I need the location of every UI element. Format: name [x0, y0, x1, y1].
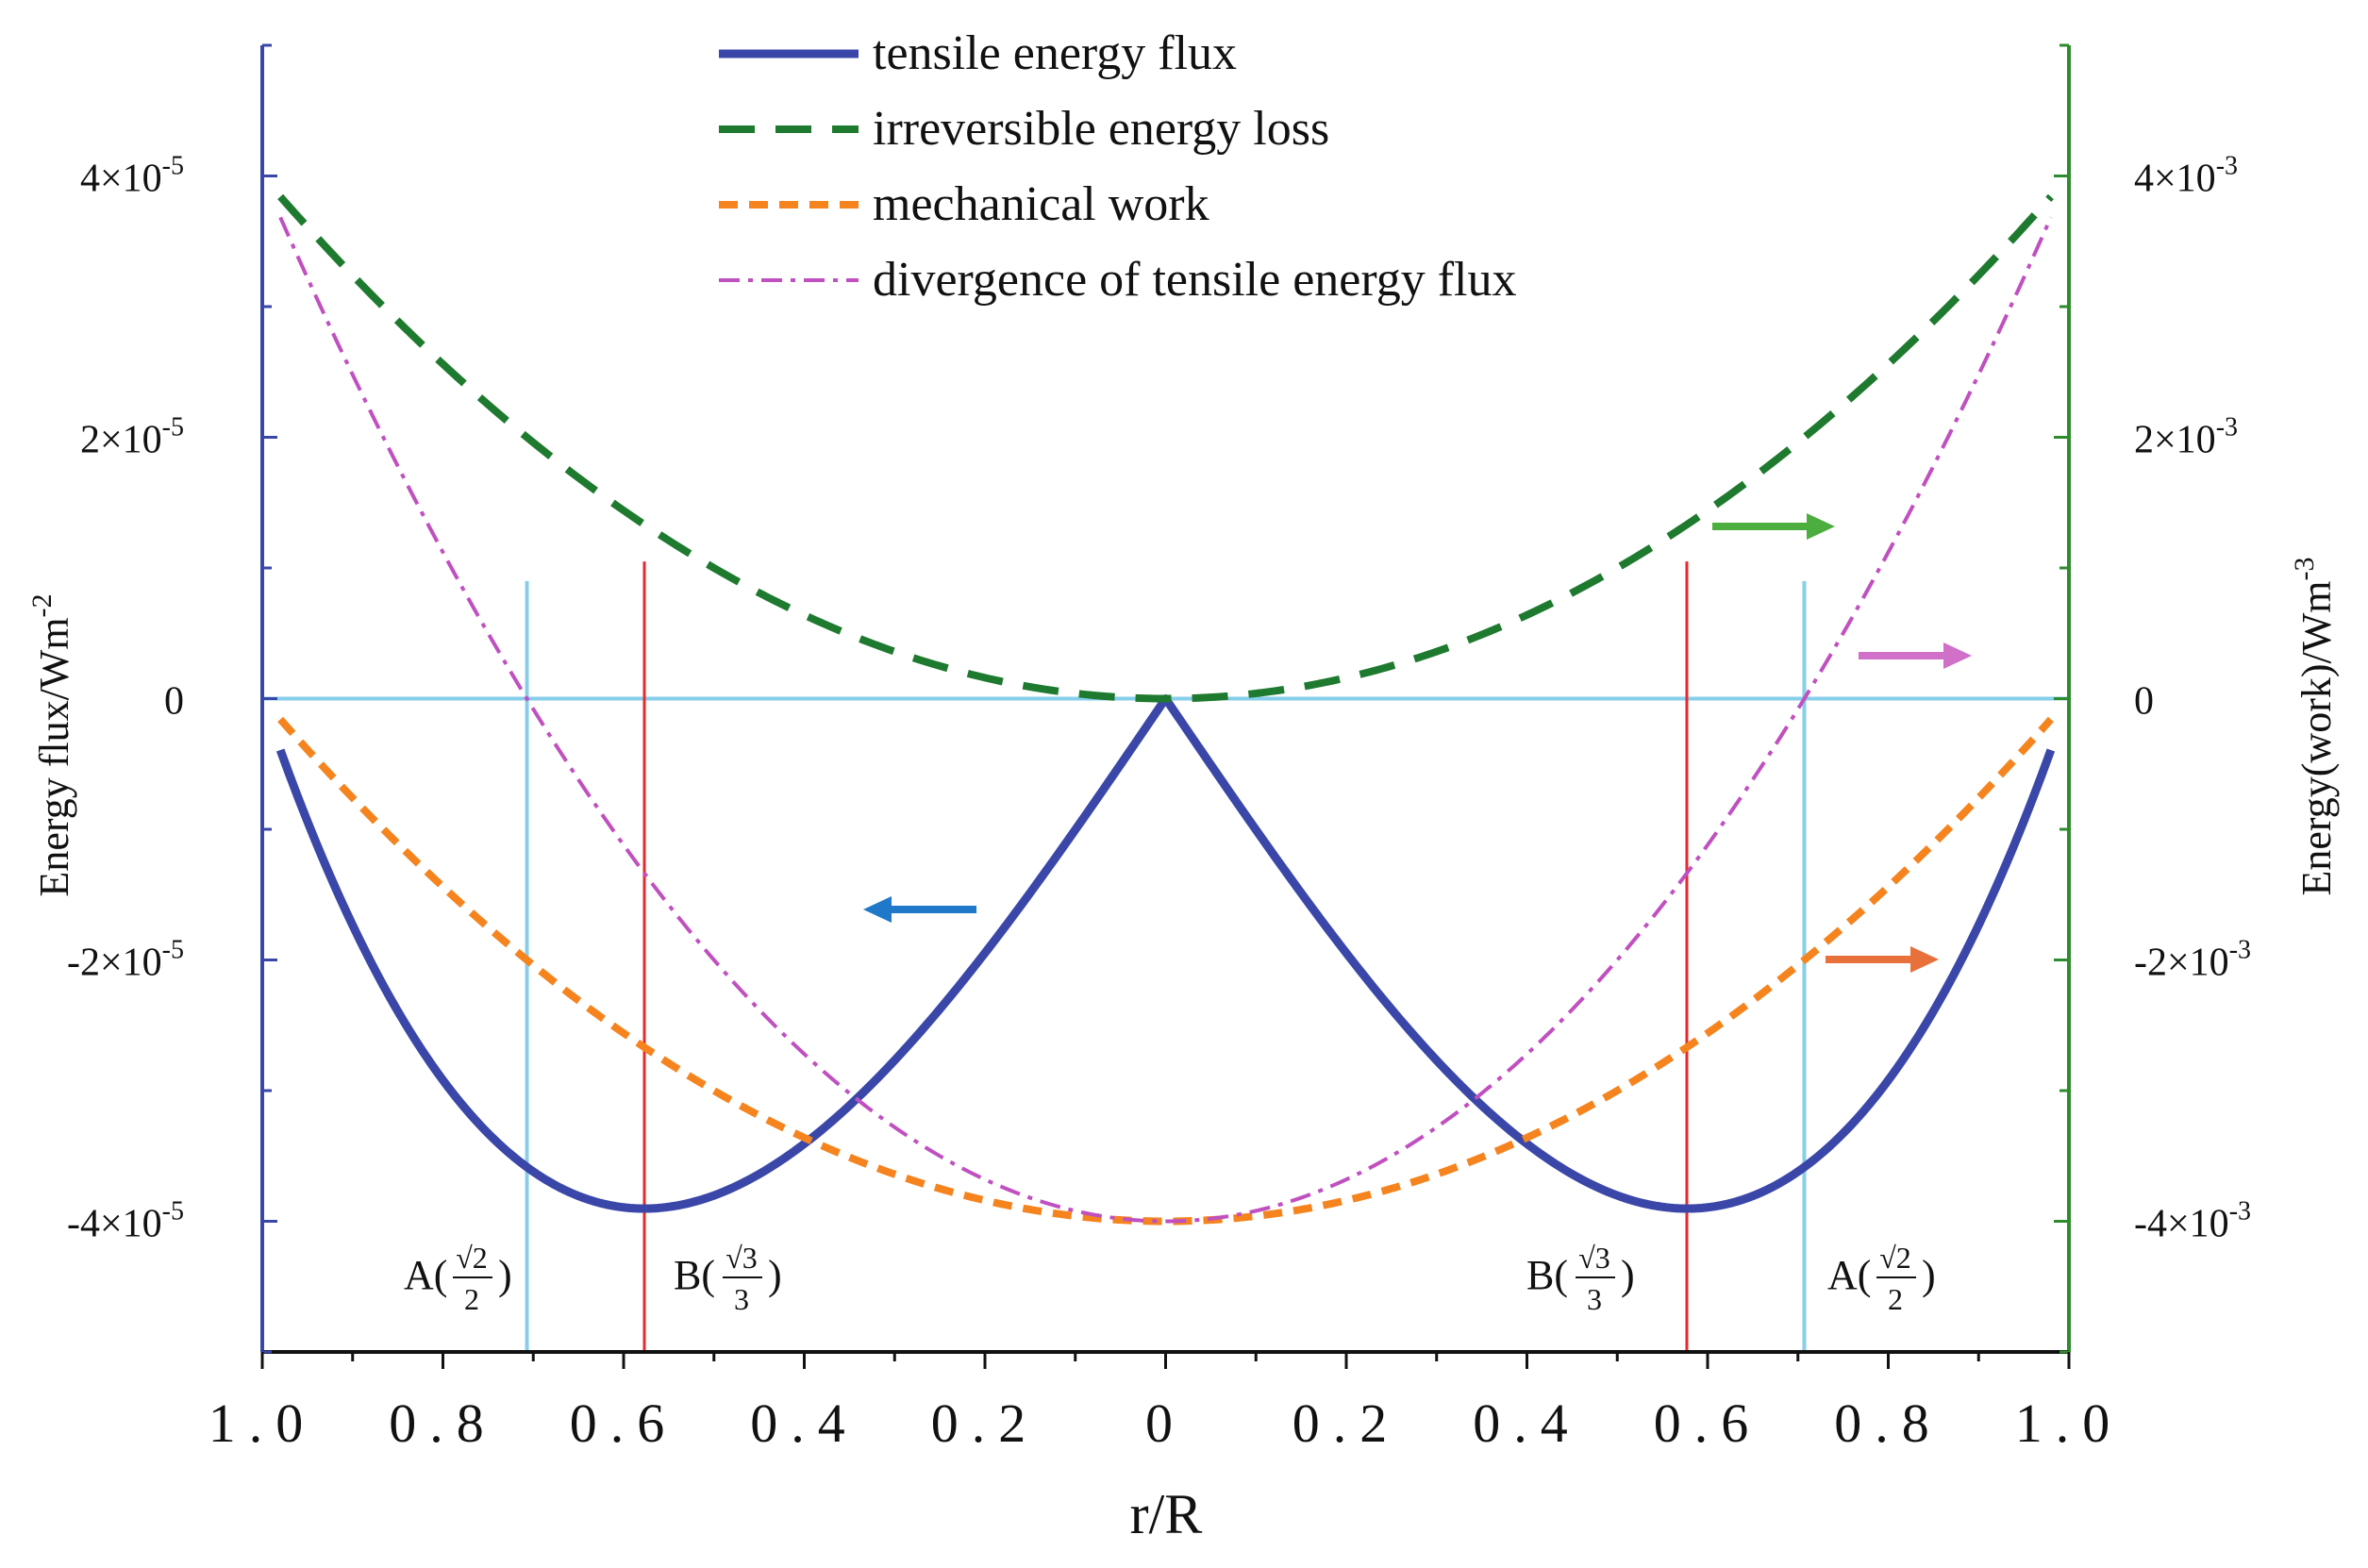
left-y-tick-label: 2×10-5: [80, 413, 184, 462]
axis-indicator-arrow-head: [863, 896, 892, 923]
legend: tensile energy flux irreversible energy l…: [719, 26, 1517, 307]
x-tick-label: 0.8: [1834, 1393, 1943, 1454]
annotation-numerator: √2: [456, 1241, 488, 1275]
right-y-axis-title: Energy(work)/Wm-3: [2289, 558, 2340, 896]
x-tick-label: 0.6: [570, 1393, 678, 1454]
x-tick-label: 0.2: [1292, 1393, 1401, 1454]
x-tick-label: 0.4: [750, 1393, 859, 1454]
axis-indicator-arrow-head: [1943, 642, 1972, 669]
axis-indicators: [863, 513, 1972, 973]
annotation-letter: A(: [1827, 1252, 1871, 1298]
left-y-tick-label: -4×10-5: [67, 1197, 184, 1246]
annotation-letter: B(: [1526, 1252, 1568, 1298]
annotation-close-paren: ): [1922, 1252, 1936, 1298]
annotation-denominator: 3: [734, 1282, 749, 1316]
left-y-tick-label: 4×10-5: [80, 152, 184, 201]
right-y-tick-label: -2×10-3: [2134, 936, 2251, 985]
left-y-axis-title: Energy flux/Wm-2: [26, 593, 77, 896]
annotation-letter: A(: [404, 1252, 447, 1298]
series-group: [275, 193, 2056, 1226]
x-tick-label: 0.8: [389, 1393, 497, 1454]
x-tick-label: 0.2: [931, 1393, 1040, 1454]
axis-labels: 4×10-5 2×10-5 0 -2×10-5 -4×10-5 4×10-3 2×10-3 0…: [26, 152, 2340, 1546]
x-tick-label: 0: [1145, 1393, 1186, 1454]
right-y-tick-label: 0: [2134, 680, 2154, 724]
legend-label: irreversible energy loss: [873, 102, 1329, 156]
axis-indicator-arrow-head: [1910, 946, 1939, 973]
annotation-close-paren: ): [768, 1252, 782, 1298]
legend-label: tensile energy flux: [873, 26, 1237, 80]
annotations: A(√22) B(√33) B(√33) A(√22): [404, 1241, 1936, 1316]
series-mechanical-work-line: [277, 716, 2054, 1226]
annotation-B-right: B( √3 3): [1526, 1241, 1635, 1316]
annotation-A-left: A( √2 2): [404, 1241, 512, 1316]
x-tick-label: 1.0: [208, 1393, 317, 1454]
x-axis-title: r/R: [1130, 1483, 1203, 1545]
x-tick-label: 0.4: [1473, 1393, 1581, 1454]
axis-indicator-arrow-head: [1807, 513, 1835, 540]
series-tensile-energy-flux-line: [275, 694, 2056, 1213]
legend-label: mechanical work: [873, 177, 1209, 231]
annotation-A-right: A(√2 2): [1827, 1241, 1936, 1316]
left-y-tick-label: 0: [164, 680, 184, 724]
annotation-close-paren: ): [498, 1252, 512, 1298]
series-divergence-of-tensile-energy-flux-line: [278, 216, 2053, 1224]
annotation-denominator: 2: [1888, 1282, 1903, 1316]
annotation-numerator: √2: [1879, 1241, 1911, 1275]
axes: [260, 43, 2071, 1369]
annotation-denominator: 2: [464, 1282, 479, 1316]
reference-lines: [262, 561, 2069, 1352]
right-y-tick-label: 2×10-3: [2134, 413, 2238, 462]
x-tick-label: 1.0: [2015, 1393, 2124, 1454]
annotation-letter: B(: [674, 1252, 715, 1298]
left-y-tick-label: -2×10-5: [67, 936, 184, 985]
right-y-tick-label: -4×10-3: [2134, 1197, 2251, 1246]
legend-label: divergence of tensile energy flux: [873, 253, 1517, 307]
annotation-numerator: √3: [1578, 1241, 1610, 1275]
annotation-numerator: √3: [725, 1241, 758, 1275]
annotation-denominator: 3: [1587, 1282, 1602, 1316]
series-irreversible-energy-loss-line: [277, 193, 2054, 703]
x-tick-label: 0.6: [1654, 1393, 1762, 1454]
annotation-close-paren: ): [1621, 1252, 1635, 1298]
right-y-tick-label: 4×10-3: [2134, 152, 2238, 201]
annotation-B-left: B( √3 3): [674, 1241, 782, 1316]
